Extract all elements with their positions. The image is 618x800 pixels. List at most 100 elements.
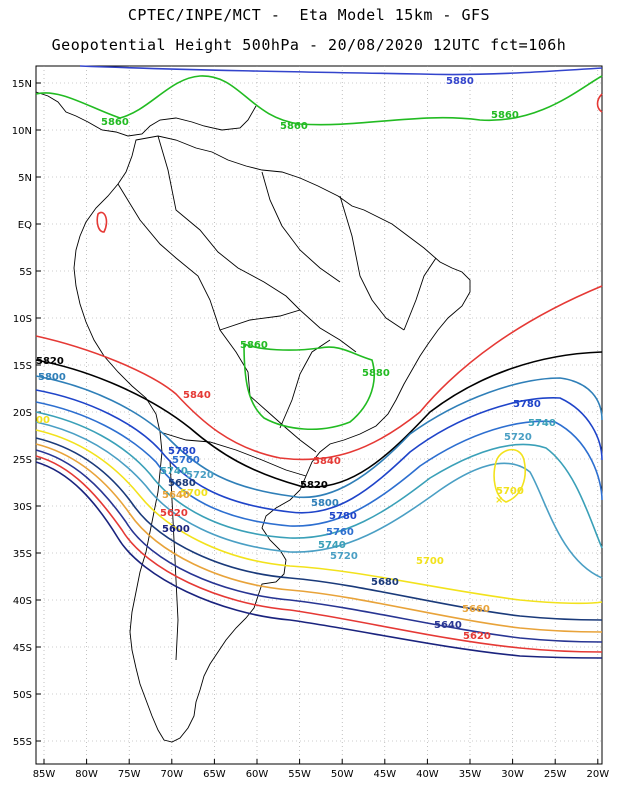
- contours: [35, 65, 603, 659]
- label-5820-left: 5820: [36, 356, 64, 367]
- contour-5680: [35, 437, 603, 621]
- lat-tick-label: 50S: [13, 690, 32, 701]
- label-5680-a: 5680: [168, 478, 196, 489]
- label-5780-c: 5780: [513, 399, 541, 410]
- contour-5840: [35, 285, 603, 461]
- label-5740-b: 5740: [318, 540, 346, 551]
- contour-5700-ring: [493, 448, 526, 503]
- contour-5720: [35, 421, 603, 579]
- contour-5640: [35, 449, 603, 643]
- label-5720-a: 5720: [186, 470, 214, 481]
- label-5700-a: 5700: [180, 488, 208, 499]
- lat-tick-label: 15S: [13, 361, 32, 372]
- label-5680-b: 5680: [371, 577, 399, 588]
- lat-tick-label: 10N: [12, 126, 32, 137]
- label-5800-b: 5800: [311, 498, 339, 509]
- contour-5820: [35, 351, 603, 488]
- border-3: [219, 309, 357, 353]
- label-5700-left: 00: [36, 415, 50, 426]
- label-5860-d: 5860: [240, 340, 268, 351]
- title-line-1: CPTEC/INPE/MCT - Eta Model 15km - GFS: [127, 6, 491, 24]
- label-5800-left: 5800: [38, 372, 66, 383]
- lat-tick-label: 5S: [19, 267, 32, 278]
- lon-tick-label: 80W: [75, 769, 98, 780]
- lat-tick-label: 40S: [13, 596, 32, 607]
- contour-5840-east: [596, 93, 603, 113]
- lat-tick-label: 15N: [12, 79, 32, 90]
- lat-tick-label: 20S: [13, 408, 32, 419]
- label-5860-b: 5860: [280, 121, 308, 132]
- label-5700-c: 5700: [496, 486, 524, 497]
- lon-tick-label: 25W: [544, 769, 567, 780]
- label-5720-c: 5720: [504, 432, 532, 443]
- contour-5660: [35, 443, 603, 633]
- lat-tick-label: 45S: [13, 643, 32, 654]
- lon-tick-label: 45W: [373, 769, 396, 780]
- lat-tick-label: 5N: [18, 173, 32, 184]
- label-5600: 5600: [162, 524, 190, 535]
- marker-x: ×: [495, 495, 503, 506]
- label-5740-c: 5740: [528, 418, 556, 429]
- label-5860-c: 5860: [491, 110, 519, 121]
- contour-5760: [35, 401, 603, 527]
- lon-tick-label: 30W: [501, 769, 524, 780]
- contour-5740: [35, 411, 603, 549]
- lon-tick-label: 20W: [586, 769, 609, 780]
- lon-tick-label: 55W: [288, 769, 311, 780]
- border-5: [261, 171, 341, 283]
- lat-tick-label: 55S: [13, 737, 32, 748]
- lat-tick-label: 10S: [13, 314, 32, 325]
- contour-5840-ring: [96, 211, 108, 233]
- lat-tick-label: 25S: [13, 455, 32, 466]
- lon-tick-label: 70W: [160, 769, 183, 780]
- contour-5860-central: [243, 342, 375, 431]
- lat-axis: 15N 10N 5N EQ 5S 10S 15S 20S 25S 30S 35S 40S 45S 50S 5…: [12, 79, 41, 748]
- border-4: [339, 195, 405, 331]
- label-5660-small: 5640: [162, 490, 190, 501]
- label-5840-b: 5840: [313, 456, 341, 467]
- label-5720-b: 5720: [330, 551, 358, 562]
- label-5700-b: 5700: [416, 556, 444, 567]
- label-5820-b: 5820: [300, 480, 328, 491]
- border-7: [249, 395, 317, 453]
- lat-tick-label: 35S: [13, 549, 32, 560]
- title-line-2: Geopotential Height 500hPa - 20/08/2020 …: [51, 36, 567, 54]
- label-5620-b: 5620: [463, 631, 491, 642]
- border-2: [117, 183, 251, 397]
- border-10: [403, 257, 437, 331]
- contour-5780: [35, 389, 603, 514]
- contour-5620: [35, 455, 603, 653]
- coast-caribbean: [35, 91, 257, 137]
- label-5780-a: 5780: [168, 446, 196, 457]
- lon-tick-label: 60W: [246, 769, 269, 780]
- lon-tick-label: 65W: [203, 769, 226, 780]
- contour-5880-north: [79, 65, 603, 76]
- lon-tick-label: 75W: [118, 769, 141, 780]
- border-8: [169, 459, 179, 661]
- label-5860-a: 5860: [101, 117, 129, 128]
- lon-axis: 85W 80W 75W 70W 65W 60W 55W 50W 45W 40W 35W 30W 25W 2…: [33, 759, 609, 780]
- border-1: [157, 135, 301, 311]
- label-5740-a: 5740: [160, 466, 188, 477]
- label-5620-a: 5620: [160, 508, 188, 519]
- label-5780-b: 5780: [329, 511, 357, 522]
- plot-frame: [35, 65, 603, 765]
- lon-tick-label: 85W: [33, 769, 56, 780]
- contour-labels: 5880 5860 5860 5860 5860 5880 5840 5840 …: [36, 76, 556, 642]
- label-5760-b: 5760: [326, 527, 354, 538]
- contour-5700: [35, 429, 603, 605]
- label-5660: 5660: [462, 604, 490, 615]
- label-5880-north: 5880: [446, 76, 474, 87]
- lon-tick-label: 40W: [416, 769, 439, 780]
- lon-tick-label: 50W: [331, 769, 354, 780]
- contour-5860-north: [35, 75, 603, 126]
- lat-tick-label: EQ: [18, 220, 32, 231]
- contour-5800: [35, 375, 603, 499]
- label-5760-a: 5760: [172, 455, 200, 466]
- lon-tick-label: 35W: [459, 769, 482, 780]
- label-5880-mid: 5880: [362, 368, 390, 379]
- contour-5600: [35, 461, 603, 659]
- label-5840-a: 5840: [183, 390, 211, 401]
- lat-tick-label: 30S: [13, 502, 32, 513]
